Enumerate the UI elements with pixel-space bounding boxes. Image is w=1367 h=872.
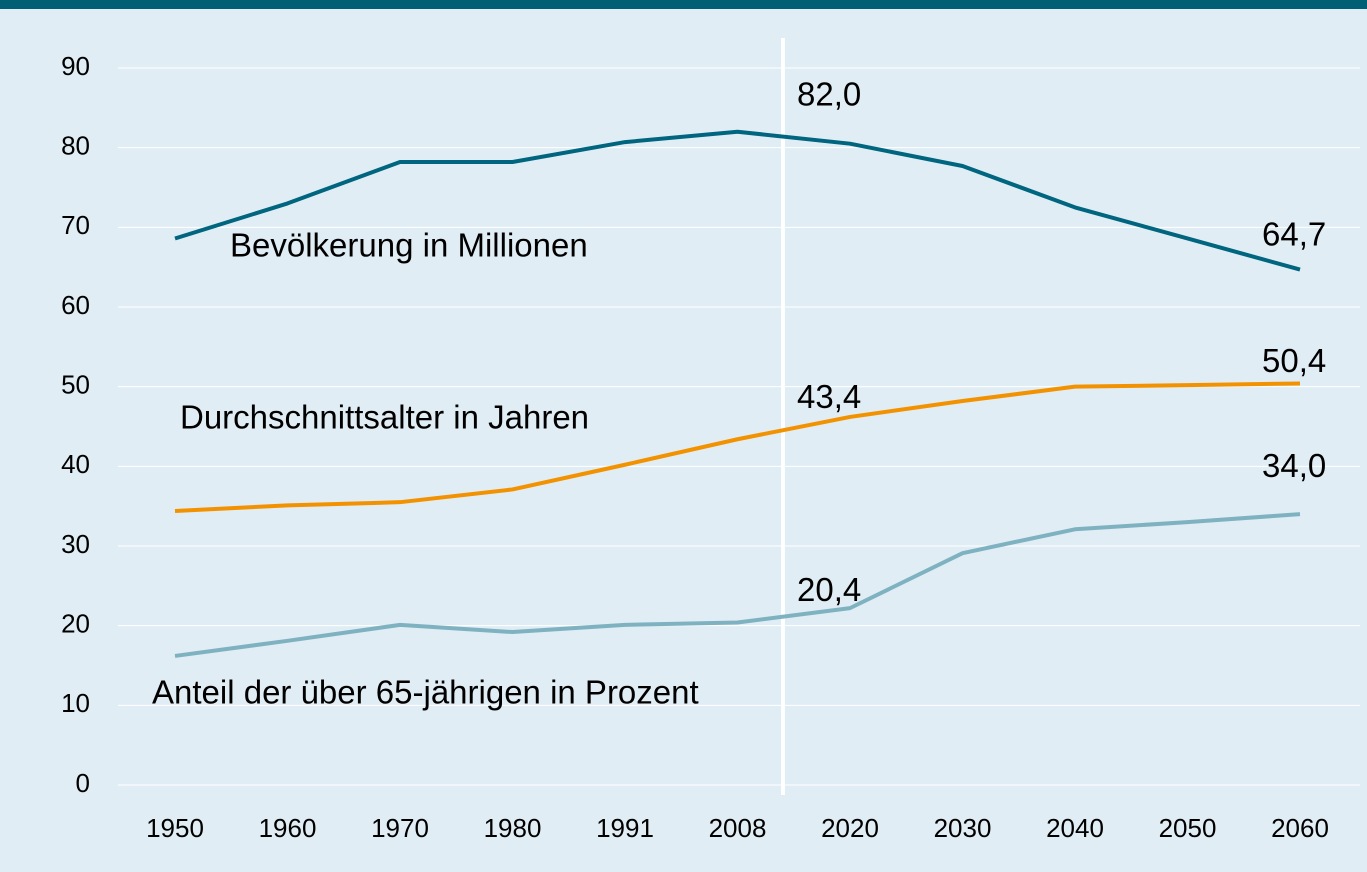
data-label: 82,0 xyxy=(797,75,861,112)
data-label: 34,0 xyxy=(1262,447,1326,484)
y-tick-label: 60 xyxy=(61,290,90,320)
x-tick-label: 1991 xyxy=(596,813,654,843)
y-tick-label: 90 xyxy=(61,51,90,81)
y-tick-label: 30 xyxy=(61,529,90,559)
series-label: Anteil der über 65-jährigen in Prozent xyxy=(152,674,699,711)
y-tick-label: 10 xyxy=(61,688,90,718)
y-tick-label: 70 xyxy=(61,210,90,240)
y-tick-label: 20 xyxy=(61,609,90,639)
x-tick-label: 1970 xyxy=(371,813,429,843)
y-tick-label: 40 xyxy=(61,449,90,479)
header-bar xyxy=(0,0,1367,9)
x-tick-label: 1950 xyxy=(146,813,204,843)
series-line xyxy=(174,129,1301,272)
y-tick-label: 0 xyxy=(76,768,90,798)
x-tick-label: 1980 xyxy=(484,813,542,843)
x-tick-label: 1960 xyxy=(259,813,317,843)
x-tick-label: 2008 xyxy=(709,813,767,843)
series-label: Durchschnittsalter in Jahren xyxy=(180,399,589,436)
y-tick-label: 50 xyxy=(61,370,90,400)
y-tick-label: 80 xyxy=(61,131,90,161)
series-line xyxy=(174,381,1301,513)
data-label: 64,7 xyxy=(1262,215,1326,252)
data-label: 43,4 xyxy=(797,378,861,415)
x-tick-label: 2060 xyxy=(1271,813,1329,843)
data-label: 50,4 xyxy=(1262,342,1326,379)
x-tick-label: 2030 xyxy=(934,813,992,843)
x-tick-label: 2020 xyxy=(821,813,879,843)
data-label: 20,4 xyxy=(797,571,861,608)
x-tick-label: 2050 xyxy=(1159,813,1217,843)
series-line xyxy=(174,512,1301,658)
x-tick-label: 2040 xyxy=(1046,813,1104,843)
series-label: Bevölkerung in Millionen xyxy=(230,227,588,264)
